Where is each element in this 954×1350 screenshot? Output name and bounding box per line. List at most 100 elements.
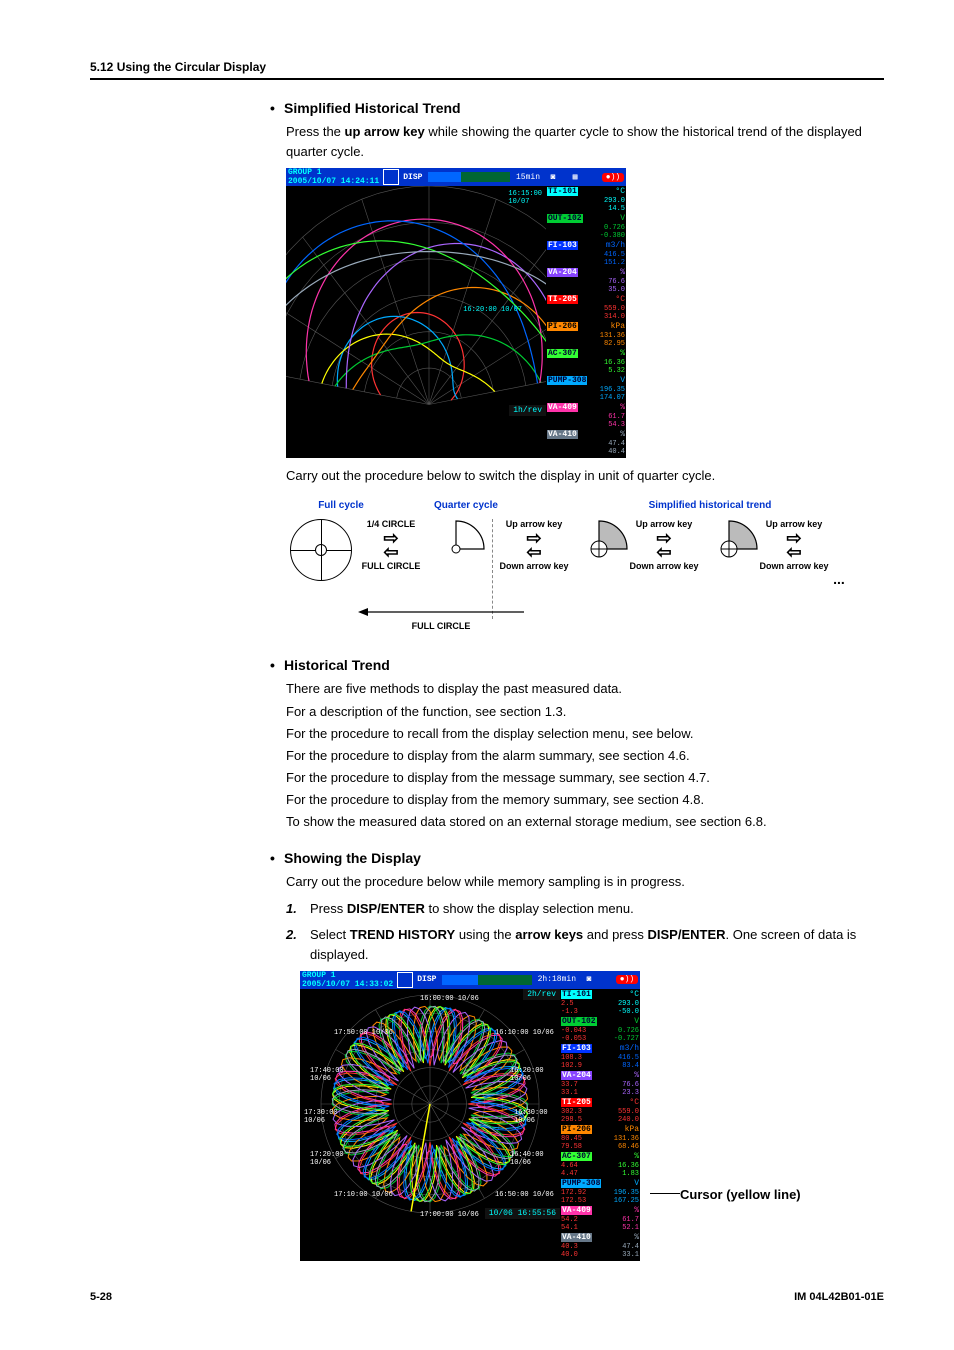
- channel-unit: %: [634, 1206, 639, 1215]
- channel-row: FI-103m3/h: [561, 1044, 639, 1053]
- channel-values: 196.35174.07: [547, 386, 625, 402]
- channel-values: 16.365.32: [547, 359, 625, 375]
- full-circle-return-label: FULL CIRCLE: [356, 605, 526, 631]
- heading-simplified-text: Simplified Historical Trend: [284, 100, 461, 116]
- camera-icon: ◙: [580, 975, 598, 984]
- channel-values: 47.440.4: [547, 440, 625, 456]
- channel-tag: PI-206: [561, 1125, 592, 1134]
- quarter-cross-circle-icon: [569, 519, 629, 579]
- plot-timestamp: 16:30:00 10/06: [514, 1109, 548, 1125]
- channel-tag: TI-101: [547, 187, 578, 196]
- recorder-titlebar: GROUP 12005/10/07 14:33:02DISP2h:18min◙●…: [300, 971, 640, 989]
- channel-unit: m3/h: [620, 1044, 639, 1053]
- text-line: For a description of the function, see s…: [286, 702, 884, 722]
- text: Press the: [286, 124, 345, 139]
- procedure-step: 1.Press DISP/ENTER to show the display s…: [286, 899, 884, 919]
- label-quarter-cycle: Quarter cycle: [396, 500, 536, 511]
- text-bold: up arrow key: [345, 124, 425, 139]
- arrow-left-icon: ⇦: [526, 545, 541, 559]
- group-label: GROUP 12005/10/07 14:24:11: [288, 168, 379, 186]
- plot-timestamp: 16:20:00 10/06: [510, 1067, 544, 1083]
- channel-tag: AC-307: [561, 1152, 592, 1161]
- plot-timestamp: 16:00:00 10/06: [420, 995, 479, 1003]
- channel-panel: TI-101°C2.5293.0-1.3-50.0OUT-102V-0.0430…: [560, 989, 640, 1261]
- channel-row: OUT-102V: [547, 214, 625, 223]
- arrow-label-bottom: Down arrow key: [759, 561, 828, 571]
- text-line: To show the measured data stored on an e…: [286, 812, 884, 832]
- label-sht: Simplified historical trend: [536, 500, 884, 511]
- text-line: For the procedure to recall from the dis…: [286, 724, 884, 744]
- channel-values: 131.3682.95: [547, 332, 625, 348]
- recorder-screen: GROUP 12005/10/07 14:24:11DISP15min◙▦●))…: [286, 168, 626, 458]
- arrow-column: 1/4 CIRCLE⇨⇦FULL CIRCLE: [356, 519, 426, 571]
- plot-timestamp: 17:00:00 10/06: [420, 1211, 479, 1219]
- group-label: GROUP 12005/10/07 14:33:02: [302, 971, 393, 989]
- channel-values: 33.776.633.123.3: [561, 1081, 639, 1097]
- channel-row: OUT-102V: [561, 1017, 639, 1026]
- procedure-step: 2.Select TREND HISTORY using the arrow k…: [286, 925, 884, 965]
- para-simplified: Press the up arrow key while showing the…: [286, 122, 884, 162]
- para-carry-switch: Carry out the procedure below to switch …: [286, 466, 884, 486]
- text: Carry out the procedure below to switch …: [286, 466, 884, 486]
- channel-unit: °C: [629, 990, 639, 999]
- channel-unit: °C: [615, 295, 625, 304]
- channel-panel: TI-101°C293.014.5OUT-102V0.726-0.380FI-1…: [546, 186, 626, 458]
- mode-icon: [383, 169, 399, 185]
- channel-tag: VA-204: [561, 1071, 592, 1080]
- plot-rate: 2h/rev: [523, 989, 560, 1000]
- arrow-label-bottom: Down arrow key: [499, 561, 568, 571]
- text-line: For the procedure to display from the al…: [286, 746, 884, 766]
- page-number: 5-28: [90, 1291, 112, 1303]
- text-line: For the procedure to display from the me…: [286, 790, 884, 810]
- channel-row: PI-206kPa: [547, 322, 625, 331]
- channel-tag: OUT-102: [561, 1017, 597, 1026]
- channel-unit: °C: [615, 187, 625, 196]
- channel-tag: AC-307: [547, 349, 578, 358]
- plot-timestamp: 17:10:00 10/06: [334, 1191, 393, 1199]
- section-header: 5.12 Using the Circular Display: [90, 60, 884, 80]
- channel-tag: PUMP-308: [547, 376, 587, 385]
- channel-values: 416.5151.2: [547, 251, 625, 267]
- channel-unit: %: [620, 430, 625, 439]
- full-cycle-icon-wrap: [286, 519, 356, 581]
- heading-simplified: •Simplified Historical Trend: [270, 100, 884, 116]
- bullet-icon: •: [270, 100, 284, 116]
- plot-timestamp: 16:40:00 10/06: [510, 1151, 544, 1167]
- arrow-column: Up arrow key⇨⇦Down arrow key: [759, 519, 829, 571]
- separator: [492, 519, 493, 619]
- channel-tag: VA-410: [561, 1233, 592, 1242]
- channel-tag: TI-205: [561, 1098, 592, 1107]
- step-number: 2.: [286, 925, 310, 945]
- channel-row: VA-410%: [561, 1233, 639, 1242]
- plot-timestamp: 17:30:00 10/06: [304, 1109, 338, 1125]
- channel-values: 0.726-0.380: [547, 224, 625, 240]
- channel-values: 302.3559.0298.5240.0: [561, 1108, 639, 1124]
- label-full-cycle: Full cycle: [286, 500, 396, 511]
- step-body: Select TREND HISTORY using the arrow key…: [310, 925, 884, 965]
- recorder-body: 16:00:00 10/0617:50:00 10/0616:10:00 10/…: [300, 989, 640, 1261]
- text: Carry out the procedure below while memo…: [286, 872, 884, 892]
- channel-row: TI-101 °C: [547, 187, 625, 196]
- channel-row: TI-205°C: [561, 1098, 639, 1107]
- plot-timestamp: 16:20:00 10/07: [463, 306, 522, 314]
- screenshot-trend-history: GROUP 12005/10/07 14:33:02DISP2h:18min◙●…: [300, 971, 640, 1261]
- circular-plot: 16:15:00 10/0716:20:00 10/071h/rev: [286, 186, 546, 416]
- channel-values: 4.6416.364.471.83: [561, 1162, 639, 1178]
- channel-values: 76.635.0: [547, 278, 625, 294]
- step-number: 1.: [286, 899, 310, 919]
- channel-values: 108.3416.5102.983.4: [561, 1054, 639, 1070]
- record-indicator-icon: ●)): [602, 173, 624, 182]
- channel-tag: OUT-102: [547, 214, 583, 223]
- channel-row: TI-101°C: [561, 990, 639, 999]
- arrow-column: Up arrow key⇨⇦Down arrow key: [629, 519, 699, 571]
- doc-id: IM 04L42B01-01E: [794, 1291, 884, 1303]
- arrow-column: Up arrow key⇨⇦Down arrow key: [499, 519, 569, 571]
- quarter-cross-circle-icon: [699, 519, 759, 579]
- heading-showing: •Showing the Display: [270, 850, 884, 866]
- channel-values: -0.0430.726-0.053-0.727: [561, 1027, 639, 1043]
- disp-label: DISP: [417, 975, 436, 984]
- page-footer: 5-28 IM 04L42B01-01E: [90, 1291, 884, 1303]
- text-line: There are five methods to display the pa…: [286, 679, 884, 699]
- plot-timestamp: 17:20:00 10/06: [310, 1151, 344, 1167]
- channel-row: TI-205°C: [547, 295, 625, 304]
